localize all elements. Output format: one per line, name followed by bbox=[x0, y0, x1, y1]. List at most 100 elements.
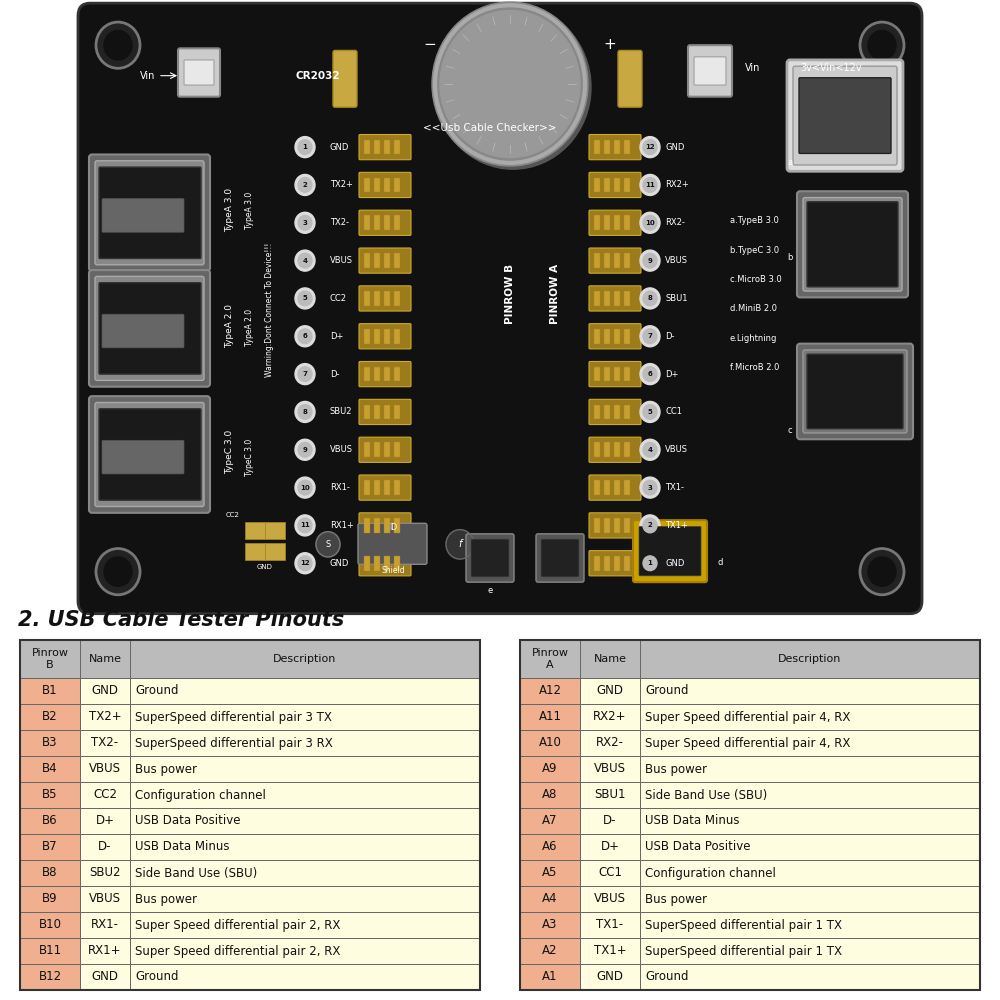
Bar bbox=[364, 442, 370, 457]
Bar bbox=[604, 442, 610, 457]
Text: 11: 11 bbox=[645, 182, 655, 188]
Text: Vin: Vin bbox=[745, 63, 760, 73]
FancyBboxPatch shape bbox=[78, 3, 922, 614]
Text: 1: 1 bbox=[648, 560, 652, 566]
Text: RX1-: RX1- bbox=[330, 483, 350, 492]
Text: Ground: Ground bbox=[645, 684, 688, 698]
Bar bbox=[624, 253, 630, 268]
Text: PINROW A: PINROW A bbox=[550, 264, 560, 324]
Text: A2: A2 bbox=[542, 944, 558, 958]
Text: B4: B4 bbox=[42, 762, 58, 776]
Text: VBUS: VBUS bbox=[330, 256, 353, 265]
FancyBboxPatch shape bbox=[95, 402, 204, 507]
Text: A1: A1 bbox=[542, 970, 558, 984]
Text: 2. USB Cable Tester Pinouts: 2. USB Cable Tester Pinouts bbox=[18, 610, 344, 630]
Text: b.TypeC 3.0: b.TypeC 3.0 bbox=[730, 246, 779, 255]
Bar bbox=[624, 442, 630, 457]
Bar bbox=[624, 178, 630, 192]
Bar bbox=[20, 912, 80, 938]
Text: A7: A7 bbox=[542, 814, 558, 828]
FancyBboxPatch shape bbox=[99, 283, 201, 374]
Text: Ground: Ground bbox=[645, 970, 688, 984]
Circle shape bbox=[295, 288, 315, 309]
Text: D-: D- bbox=[603, 814, 617, 828]
FancyBboxPatch shape bbox=[359, 437, 411, 462]
Text: SBU2: SBU2 bbox=[89, 866, 121, 880]
Text: USB Data Positive: USB Data Positive bbox=[135, 814, 240, 828]
Bar bbox=[20, 756, 80, 782]
Bar bbox=[520, 678, 580, 704]
Text: B11: B11 bbox=[38, 944, 62, 958]
Bar bbox=[80, 964, 130, 990]
Text: d: d bbox=[717, 558, 723, 567]
Text: Description: Description bbox=[273, 654, 337, 664]
Bar bbox=[265, 522, 285, 539]
Circle shape bbox=[640, 515, 660, 536]
Circle shape bbox=[643, 556, 657, 571]
FancyBboxPatch shape bbox=[95, 161, 204, 265]
Text: e.Lightning: e.Lightning bbox=[730, 334, 777, 343]
Bar bbox=[130, 640, 480, 678]
Bar bbox=[245, 522, 265, 539]
Bar bbox=[520, 640, 980, 990]
Circle shape bbox=[643, 253, 657, 268]
Bar bbox=[364, 367, 370, 381]
Text: Name: Name bbox=[88, 654, 122, 664]
Text: TypeA 2.0: TypeA 2.0 bbox=[246, 309, 254, 346]
Bar bbox=[384, 480, 390, 495]
Bar bbox=[384, 518, 390, 533]
Bar bbox=[640, 678, 980, 704]
Text: A10: A10 bbox=[539, 736, 561, 750]
Circle shape bbox=[298, 178, 312, 192]
Bar bbox=[640, 938, 980, 964]
Circle shape bbox=[868, 557, 896, 586]
Circle shape bbox=[298, 329, 312, 344]
FancyBboxPatch shape bbox=[359, 135, 411, 160]
Bar bbox=[624, 480, 630, 495]
Bar bbox=[384, 291, 390, 306]
Circle shape bbox=[295, 553, 315, 574]
Bar bbox=[604, 556, 610, 571]
FancyBboxPatch shape bbox=[589, 361, 641, 387]
Bar bbox=[520, 704, 580, 730]
Bar bbox=[130, 808, 480, 834]
Text: CC1: CC1 bbox=[598, 866, 622, 880]
Text: a: a bbox=[787, 158, 793, 167]
Text: f.MicroB 2.0: f.MicroB 2.0 bbox=[730, 363, 779, 372]
Bar bbox=[640, 640, 980, 678]
Text: A5: A5 bbox=[542, 866, 558, 880]
Bar bbox=[394, 215, 400, 230]
Text: 11: 11 bbox=[300, 522, 310, 528]
Bar bbox=[394, 140, 400, 154]
Bar bbox=[604, 178, 610, 192]
Text: B1: B1 bbox=[42, 684, 58, 698]
FancyBboxPatch shape bbox=[803, 350, 907, 433]
FancyBboxPatch shape bbox=[89, 396, 210, 513]
Text: 4: 4 bbox=[302, 258, 308, 264]
FancyBboxPatch shape bbox=[471, 539, 509, 577]
Bar bbox=[624, 140, 630, 154]
Bar bbox=[130, 834, 480, 860]
Text: RX1-: RX1- bbox=[91, 918, 119, 932]
Text: TypeA 2.0: TypeA 2.0 bbox=[226, 304, 234, 348]
Circle shape bbox=[104, 30, 132, 60]
Bar bbox=[520, 886, 580, 912]
Text: Name: Name bbox=[594, 654, 626, 664]
Bar bbox=[640, 860, 980, 886]
Bar bbox=[20, 808, 80, 834]
Text: Bus power: Bus power bbox=[645, 762, 707, 776]
Text: USB Data Minus: USB Data Minus bbox=[645, 814, 740, 828]
Text: D-: D- bbox=[330, 370, 340, 379]
Bar bbox=[80, 678, 130, 704]
Text: GND: GND bbox=[665, 559, 684, 568]
Bar bbox=[80, 782, 130, 808]
Text: CR2032: CR2032 bbox=[295, 71, 340, 81]
Bar bbox=[20, 938, 80, 964]
Text: A8: A8 bbox=[542, 788, 558, 802]
Circle shape bbox=[298, 140, 312, 154]
Bar bbox=[594, 480, 600, 495]
Circle shape bbox=[96, 22, 140, 68]
Bar bbox=[640, 912, 980, 938]
Bar bbox=[130, 730, 480, 756]
Bar bbox=[394, 329, 400, 344]
